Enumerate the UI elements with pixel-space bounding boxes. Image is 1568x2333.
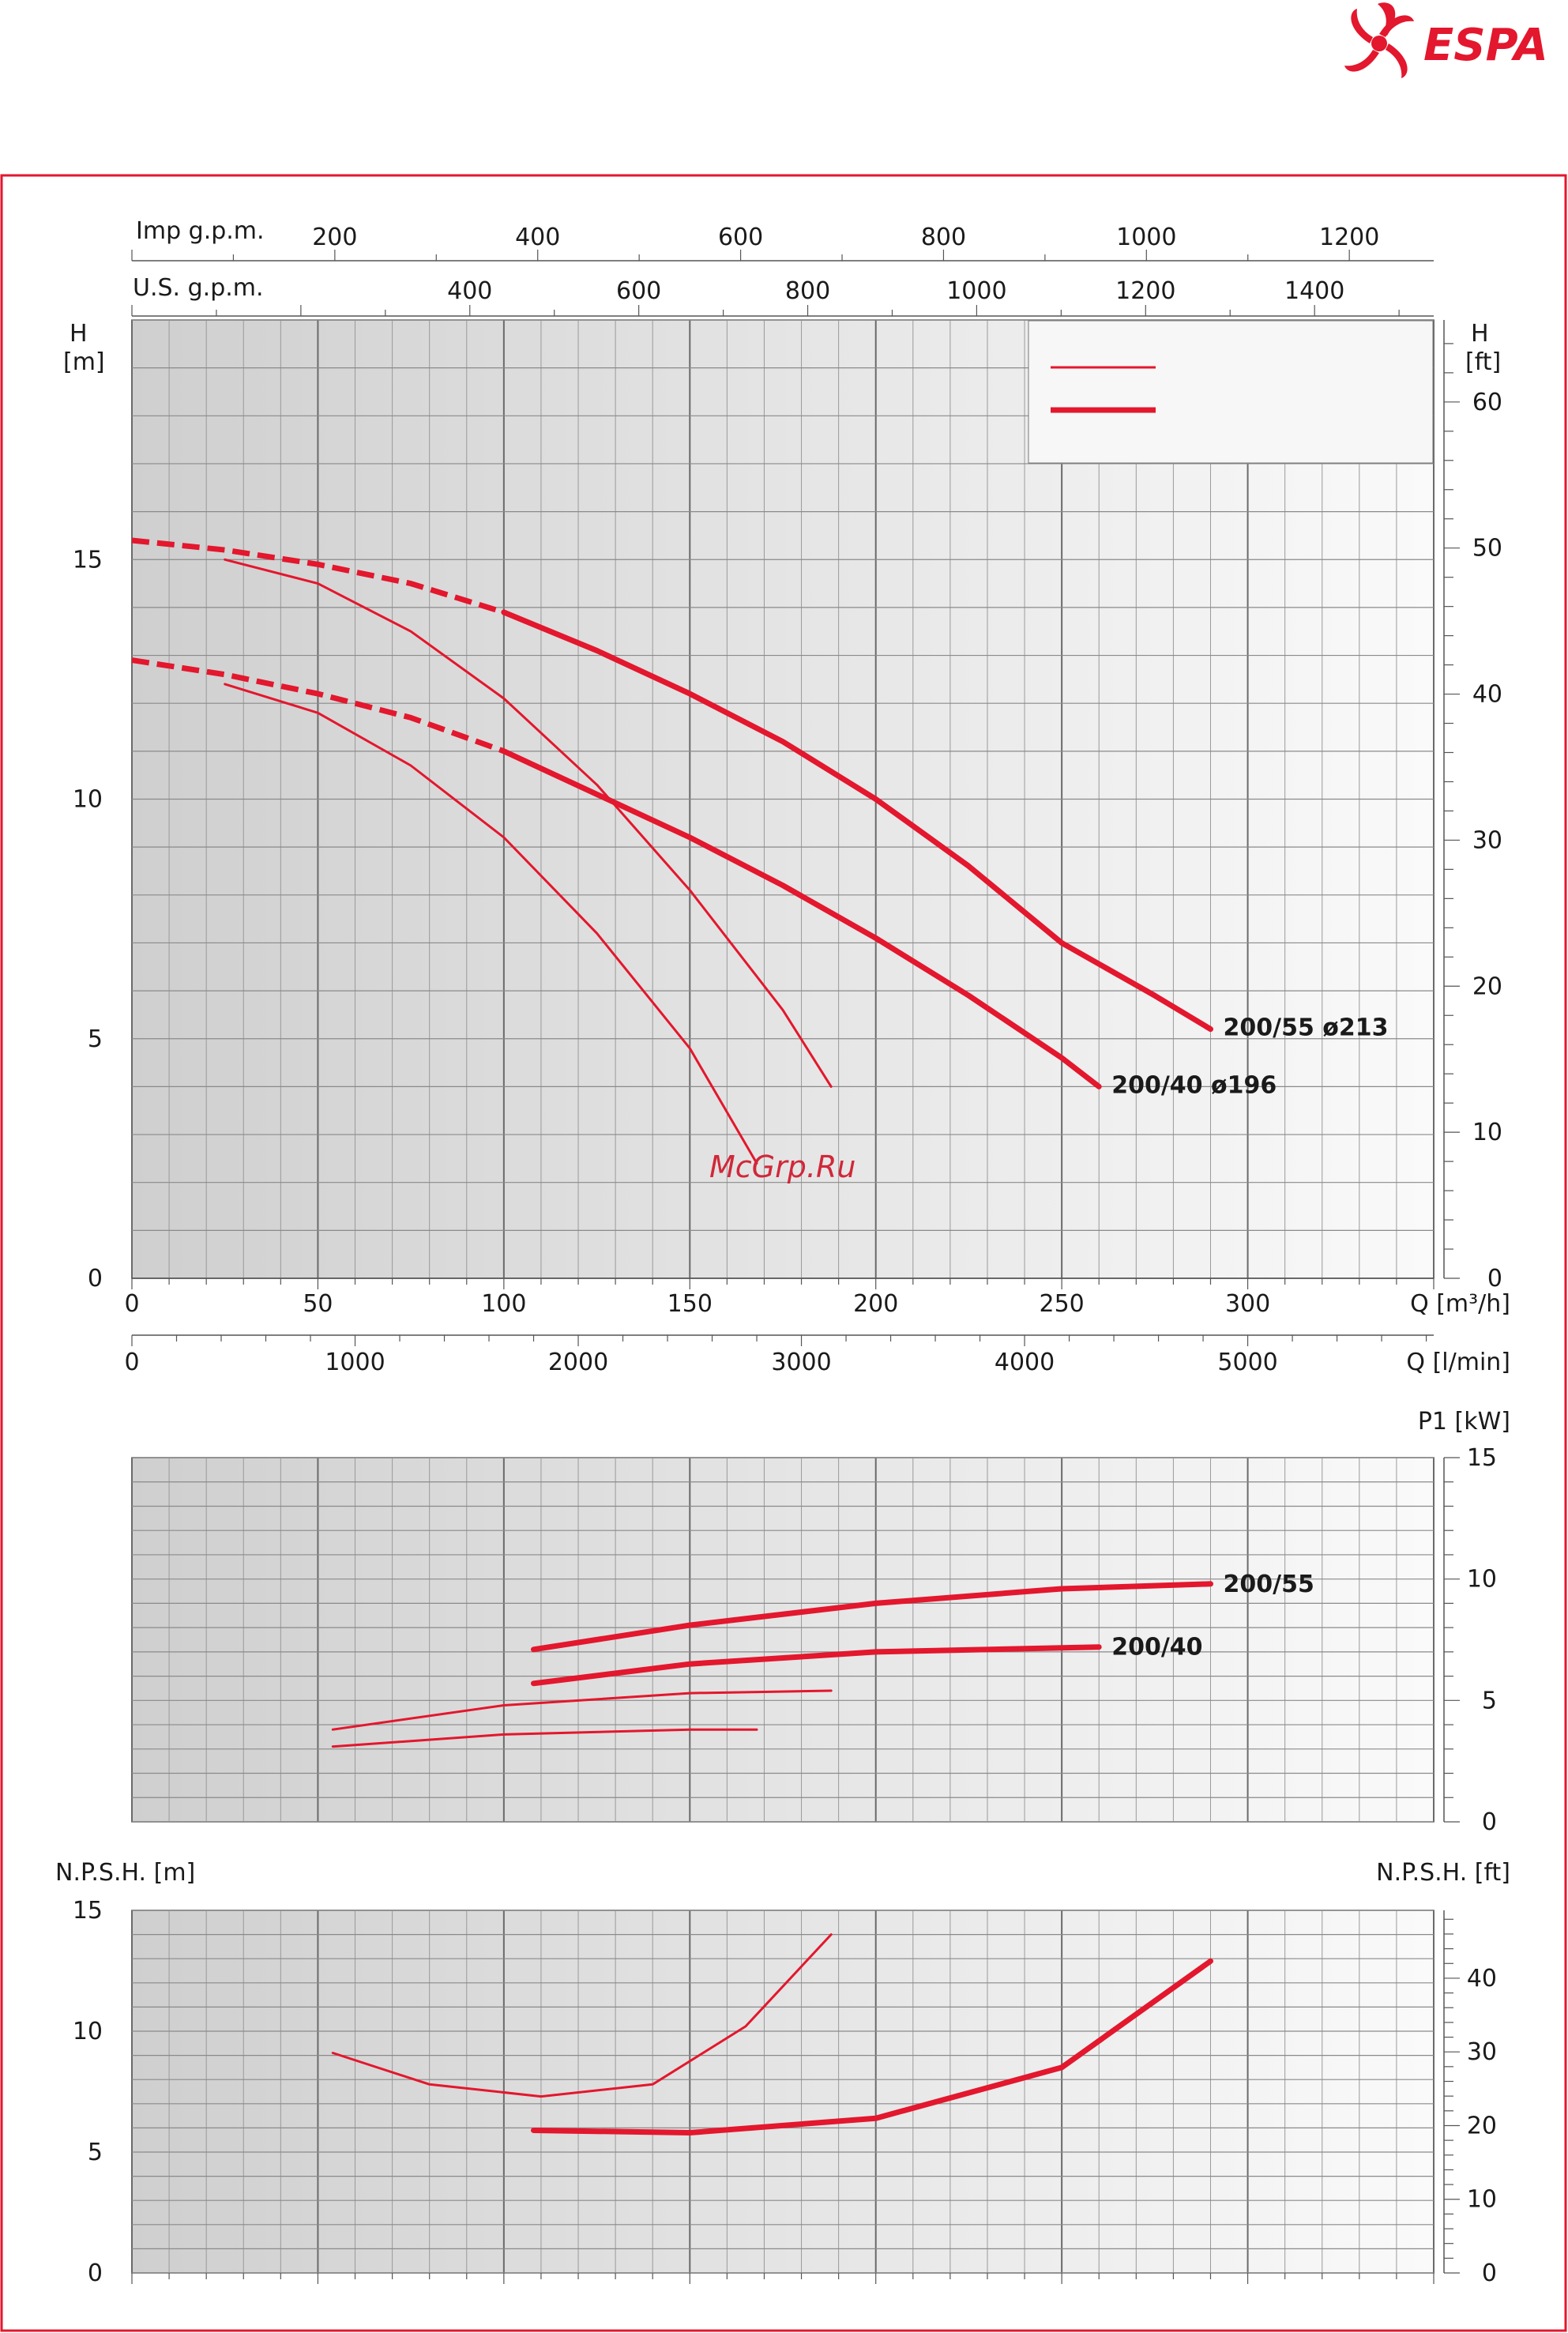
npsh-chart: 0 5 10 15 0 10 20 30 40 <box>73 1897 1497 2287</box>
head-right-tick-label: 10 <box>1472 1119 1502 1146</box>
power-chart: 200/55 200/40 0 5 10 15 <box>131 1444 1497 1836</box>
head-xtick-label: 250 <box>1040 1290 1085 1318</box>
power-curve-200/40-thin <box>331 1728 758 1748</box>
npsh-ytick-label: 5 <box>88 2139 103 2166</box>
head-right-tick-label: 60 <box>1472 389 1502 416</box>
usgpm-tick-label: 1200 <box>1115 277 1175 305</box>
power-tick-label: 10 <box>1467 1566 1497 1594</box>
lmin-tick-label: 1000 <box>325 1349 385 1376</box>
head-right-tick-label: 30 <box>1472 826 1502 854</box>
head-xlabel: Q [m³/h] <box>1410 1290 1510 1318</box>
head-ylabel-right-ft: [ft] <box>1465 348 1501 376</box>
brand-name: ESPA <box>1423 20 1548 71</box>
npsh-ytick-label: 10 <box>73 2018 103 2045</box>
igpm-tick-label: 200 <box>312 224 357 251</box>
power-curve-200/55-thin <box>331 1689 833 1731</box>
npsh-right-tick-label: 0 <box>1482 2260 1497 2287</box>
head-right-tick-label: 50 <box>1472 535 1502 563</box>
power-curve-200/40 <box>531 1644 1102 1687</box>
npsh-curve-thick <box>531 1958 1213 2135</box>
power-curve-200/55 <box>531 1581 1213 1653</box>
igpm-tick-label: 800 <box>921 224 966 251</box>
npsh-right-tick-label: 20 <box>1467 2112 1497 2139</box>
power-tick-label: 0 <box>1482 1808 1497 1836</box>
igpm-tick-label: 1200 <box>1319 224 1379 251</box>
lmin-tick-label: 2000 <box>548 1349 608 1376</box>
head-xtick-label: 300 <box>1225 1290 1270 1318</box>
head-xtick-label: 100 <box>481 1290 526 1318</box>
head-curve-200/55 <box>501 609 1213 1033</box>
igpm-tick-label: 1000 <box>1116 224 1176 251</box>
head-xtick-label: 0 <box>124 1290 139 1318</box>
npsh-right-tick-label: 30 <box>1467 2038 1497 2066</box>
lmin-tick-label: 3000 <box>771 1349 831 1376</box>
lmin-tick-label: 0 <box>124 1349 139 1376</box>
head-ytick-label: 10 <box>73 786 103 814</box>
head-ylabel-h: H <box>70 320 88 348</box>
npsh-curve-thin <box>331 1933 833 2098</box>
lmin-tick-label: 5000 <box>1217 1349 1277 1376</box>
head-ytick-label: 5 <box>88 1025 103 1053</box>
usgpm-tick-label: 400 <box>447 277 492 305</box>
npsh-plot-area <box>131 1910 1435 2274</box>
head-xtick-label: 200 <box>853 1290 898 1318</box>
power-ylabel: P1 [kW] <box>1418 1408 1510 1436</box>
head-ylabel-right-h: H <box>1471 320 1489 348</box>
head-ytick-label: 0 <box>88 1265 103 1293</box>
npsh-ytick-label: 15 <box>73 1897 103 1925</box>
head-ytick-label: 15 <box>73 546 103 574</box>
power-tick-label: 15 <box>1467 1444 1497 1472</box>
power-curve-label: 200/55 <box>1223 1571 1314 1598</box>
npsh-right-tick-label: 40 <box>1467 1965 1497 1992</box>
usgpm-tick-label: 800 <box>785 277 830 305</box>
espa-logo: ESPA <box>1344 2 1548 78</box>
usgpm-label: U.S. g.p.m. <box>133 274 264 302</box>
head-curve-200/40-thin <box>224 683 758 1165</box>
npsh-right-tick-label: 10 <box>1467 2186 1497 2214</box>
usgpm-tick-label: 1000 <box>946 277 1006 305</box>
npsh-ylabel-right: N.P.S.H. [ft] <box>1376 1859 1510 1887</box>
head-curve-200/55-dashed <box>131 537 505 615</box>
igpm-label: Imp g.p.m. <box>136 217 265 245</box>
head-ylabel-m: [m] <box>63 348 105 376</box>
head-right-tick-label: 40 <box>1472 681 1502 709</box>
head-right-tick-label: 20 <box>1472 973 1502 1000</box>
npsh-ytick-label: 0 <box>88 2260 103 2287</box>
igpm-tick-label: 400 <box>515 224 560 251</box>
watermark: McGrp.Ru <box>709 1150 855 1184</box>
legend-box <box>1028 320 1434 464</box>
npsh-ylabel: N.P.S.H. [m] <box>55 1859 195 1887</box>
head-curve-label: 200/55 ø213 <box>1223 1014 1388 1042</box>
usgpm-tick-label: 1400 <box>1284 277 1344 305</box>
head-right-tick-label: 0 <box>1487 1265 1502 1293</box>
head-xtick-label: 50 <box>303 1290 333 1318</box>
lmin-xlabel: Q [l/min] <box>1406 1349 1510 1376</box>
head-curve-label: 200/40 ø196 <box>1111 1071 1277 1099</box>
power-plot-area <box>131 1457 1435 1823</box>
lmin-tick-label: 4000 <box>995 1349 1055 1376</box>
usgpm-tick-label: 600 <box>616 277 661 305</box>
head-curve-200/40-dashed <box>131 657 506 754</box>
power-curve-label: 200/40 <box>1111 1634 1202 1661</box>
igpm-tick-label: 600 <box>718 224 763 251</box>
power-tick-label: 5 <box>1482 1687 1497 1714</box>
page-frame <box>0 174 1567 2332</box>
head-xtick-label: 150 <box>667 1290 713 1318</box>
head-curve-200/55-thin <box>224 558 833 1088</box>
impeller-icon <box>1344 2 1414 78</box>
